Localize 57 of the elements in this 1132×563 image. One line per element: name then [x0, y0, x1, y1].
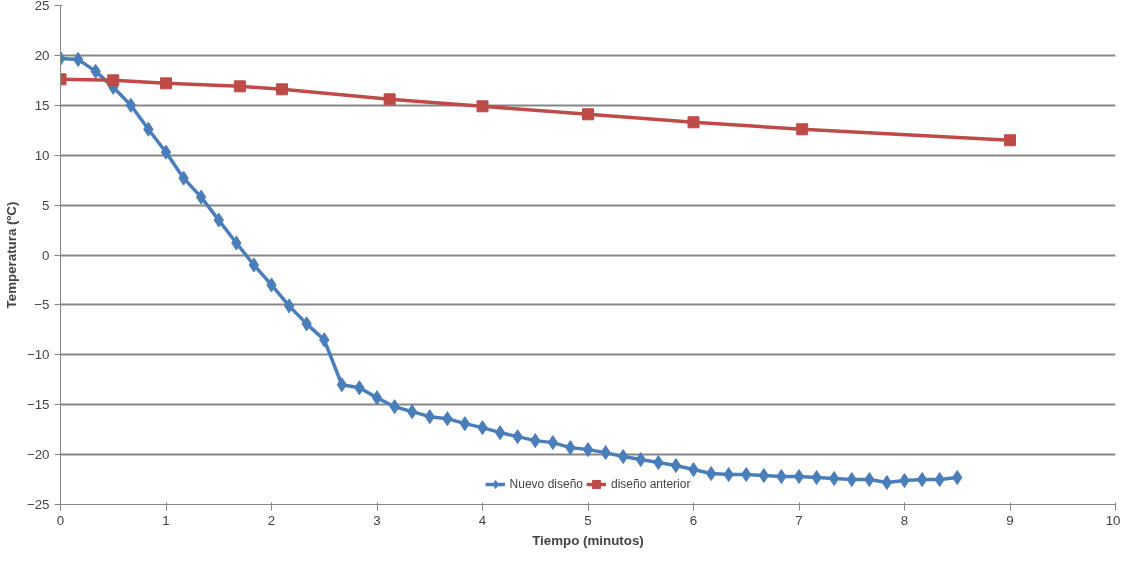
x-tick-label: 8 — [900, 512, 909, 528]
point — [276, 83, 289, 96]
point — [195, 189, 207, 205]
point — [160, 77, 172, 90]
point — [617, 449, 629, 465]
y-axis-title: Temperatura (ºC) — [3, 201, 19, 309]
point — [160, 144, 172, 160]
x-tick-label: 5 — [584, 512, 592, 528]
point — [283, 298, 295, 314]
x-tick-label: 3 — [373, 512, 381, 528]
point — [547, 435, 559, 451]
x-tick-label: 0 — [56, 512, 65, 528]
point — [582, 442, 594, 458]
y-tick-label: 5 — [42, 197, 50, 213]
y-tick-label: −25 — [26, 497, 50, 512]
y-tick-label: 20 — [34, 47, 50, 63]
x-tick-label: 9 — [1006, 512, 1014, 528]
legend-label: Nuevo diseño — [509, 477, 583, 491]
point — [687, 116, 700, 129]
point — [582, 108, 594, 121]
point — [916, 472, 928, 488]
y-tick-label: 15 — [34, 97, 50, 113]
point — [705, 466, 717, 482]
point — [758, 468, 770, 484]
point — [670, 458, 682, 474]
point — [828, 471, 840, 487]
point — [494, 425, 506, 441]
point — [406, 404, 418, 420]
x-tick-label: 1 — [162, 512, 170, 528]
point — [476, 100, 489, 113]
x-tick-label: 4 — [478, 512, 487, 528]
point — [881, 475, 893, 491]
point — [248, 257, 260, 273]
y-tick-label: 10 — [34, 147, 50, 163]
x-tick-label: 2 — [267, 512, 276, 528]
point — [371, 390, 383, 406]
y-tick-label: −15 — [26, 397, 50, 413]
point — [796, 123, 809, 136]
x-axis-title: Tiempo (minutos) — [532, 532, 644, 548]
point — [793, 469, 805, 485]
y-tick-label: 25 — [34, 0, 50, 13]
point — [383, 93, 396, 106]
point — [107, 74, 120, 87]
x-tick-label: 10 — [1105, 512, 1121, 528]
point — [125, 97, 137, 113]
x-tick-label: 6 — [689, 512, 698, 528]
point — [336, 377, 348, 393]
point — [1004, 134, 1016, 147]
x-tick-label: 7 — [795, 512, 803, 528]
y-tick-label: −5 — [34, 297, 50, 313]
y-tick-label: 0 — [42, 247, 50, 263]
y-tick-label: −20 — [26, 447, 50, 463]
point — [72, 51, 84, 67]
legend-label: diseño anterior — [611, 477, 691, 491]
point — [233, 80, 246, 93]
y-tick-label: −10 — [26, 347, 50, 363]
point — [459, 416, 471, 432]
